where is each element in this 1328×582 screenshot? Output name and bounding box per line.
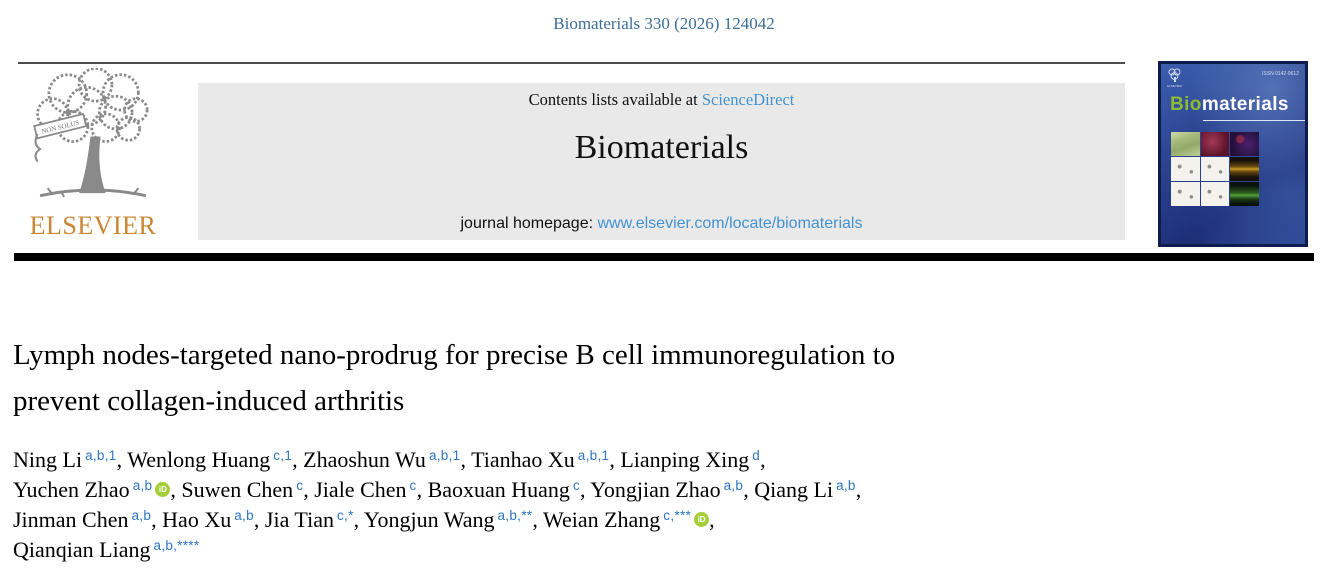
affiliation-superscript: c,***: [663, 508, 692, 523]
cover-collage-tile-fluorescence-red: [1200, 132, 1230, 156]
author-separator: ,: [303, 477, 315, 502]
cover-title-bio: Bio: [1170, 94, 1202, 115]
author-name: Yongjun Wang: [363, 507, 495, 532]
cover-collage-tile-fluorescence-purple: [1230, 132, 1259, 156]
author-name: Jinman Chen: [13, 507, 129, 532]
affiliation-superscript: a,b,1: [577, 448, 610, 463]
author-separator: ,: [460, 447, 472, 472]
affiliation-superscript: a,b: [234, 508, 254, 523]
author-name: Qianqian Liang: [13, 537, 151, 562]
cover-collage-tile-band-green: [1230, 182, 1259, 206]
article-title-line-2: prevent collagen-induced arthritis: [13, 385, 405, 417]
cover-collage-tile-diagram: [1200, 157, 1230, 181]
header-top-rule: [18, 62, 1125, 64]
cover-collage-tile-diagram: [1171, 157, 1200, 181]
cover-collage-tile-map: [1171, 132, 1200, 156]
affiliation-superscript: a,b: [836, 478, 856, 493]
svg-text:ELSEVIER: ELSEVIER: [1167, 84, 1182, 88]
affiliation-superscript: a,b,****: [153, 538, 200, 553]
author-separator: ,: [416, 477, 428, 502]
author-separator: ,: [609, 447, 621, 472]
author-list: Ning Li a,b,1, Wenlong Huang c,1, Zhaoshun…: [13, 445, 861, 565]
author-name: Tianhao Xu: [471, 447, 575, 472]
affiliation-superscript: a,b,1: [85, 448, 117, 463]
author-separator: ,: [855, 477, 862, 502]
cover-title-materials: materials: [1201, 94, 1289, 115]
author-name: Suwen Chen: [181, 477, 294, 502]
author-name: Hao Xu: [162, 507, 232, 532]
tree-trunk: [79, 136, 106, 194]
journal-cover-art: ELSEVIER ISSN 0142-9612 Biomaterials: [1161, 64, 1305, 244]
orcid-icon[interactable]: iD: [155, 482, 171, 497]
author-line: Yuchen Zhao a,b iD, Suwen Chen c, Jiale Che…: [13, 475, 861, 505]
cover-journal-title: Biomaterials: [1170, 94, 1289, 116]
affiliation-superscript: c: [409, 478, 417, 493]
author-name: Yongjian Zhao: [590, 477, 721, 502]
journal-citation: Biomaterials 330 (2026) 124042: [553, 14, 775, 33]
affiliation-superscript: a,b,1: [428, 448, 461, 463]
affiliation-superscript: a,b: [132, 478, 153, 493]
cover-collage-tile-band-yellow: [1230, 157, 1259, 181]
author-separator: ,: [760, 447, 766, 472]
author-separator: ,: [116, 447, 128, 472]
article-title-line-1: Lymph nodes-targeted nano-prodrug for pr…: [13, 339, 896, 371]
journal-cover-thumbnail: ELSEVIER ISSN 0142-9612 Biomaterials: [1158, 61, 1308, 247]
cover-collage-tile-diagram: [1171, 182, 1200, 206]
elsevier-tree-icon: NON SOLUS: [33, 68, 149, 198]
elsevier-logo: NON SOLUS ELSEVIER: [18, 66, 168, 246]
elsevier-wordmark: ELSEVIER: [29, 211, 157, 240]
homepage-prefix-text: journal homepage:: [460, 215, 598, 232]
journal-name: Biomaterials: [574, 129, 749, 166]
affiliation-superscript: c: [572, 478, 580, 493]
cover-elsevier-mini-logo: ELSEVIER: [1167, 68, 1182, 88]
author-name: Wenlong Huang: [127, 447, 271, 472]
contents-availability-line: Contents lists available at ScienceDirec…: [198, 90, 1125, 110]
affiliation-superscript: c,*: [336, 508, 354, 523]
author-separator: ,: [151, 507, 163, 532]
journal-homepage-link[interactable]: www.elsevier.com/locate/biomaterials: [597, 215, 863, 232]
contents-prefix-text: Contents lists available at: [528, 90, 702, 109]
author-name: Ning Li: [13, 447, 83, 472]
author-line: Jinman Chen a,b, Hao Xu a,b, Jia Tian c,*, …: [13, 505, 861, 535]
author-name: Lianping Xing: [620, 447, 750, 472]
author-separator: ,: [353, 507, 364, 532]
author-line: Ning Li a,b,1, Wenlong Huang c,1, Zhaoshun…: [13, 445, 861, 475]
affiliation-superscript: a,b,**: [497, 508, 533, 523]
affiliation-superscript: c,1: [273, 448, 293, 463]
cover-title-underline: [1203, 120, 1305, 121]
author-separator: ,: [532, 507, 543, 532]
author-separator: ,: [580, 477, 591, 502]
author-separator: ,: [709, 507, 715, 532]
affiliation-superscript: c: [296, 478, 304, 493]
author-separator: ,: [170, 477, 182, 502]
article-title: Lymph nodes-targeted nano-prodrug for pr…: [13, 332, 895, 424]
author-name: Jiale Chen: [314, 477, 407, 502]
author-separator: ,: [292, 447, 304, 472]
affiliation-superscript: a,b: [723, 478, 744, 493]
affiliation-superscript: d: [752, 448, 761, 463]
journal-homepage-line: journal homepage: www.elsevier.com/locat…: [198, 215, 1125, 233]
cover-collage: [1171, 132, 1259, 206]
author-separator: ,: [253, 507, 265, 532]
sciencedirect-link[interactable]: ScienceDirect: [701, 90, 795, 109]
author-separator: ,: [743, 477, 755, 502]
author-name: Jia Tian: [264, 507, 334, 532]
author-name: Zhaoshun Wu: [303, 447, 426, 472]
author-name: Baoxuan Huang: [427, 477, 570, 502]
cover-issn-text: ISSN 0142-9612: [1262, 71, 1299, 77]
affiliation-superscript: a,b: [131, 508, 152, 523]
cover-collage-tile-diagram: [1200, 182, 1230, 206]
author-name: Weian Zhang: [542, 507, 661, 532]
author-name: Qiang Li: [754, 477, 834, 502]
header-bottom-rule: [14, 253, 1314, 261]
orcid-icon[interactable]: iD: [694, 512, 710, 527]
author-line: Qianqian Liang a,b,****: [13, 535, 861, 565]
author-name: Yuchen Zhao: [13, 477, 130, 502]
journal-banner: Contents lists available at ScienceDirec…: [198, 83, 1125, 240]
